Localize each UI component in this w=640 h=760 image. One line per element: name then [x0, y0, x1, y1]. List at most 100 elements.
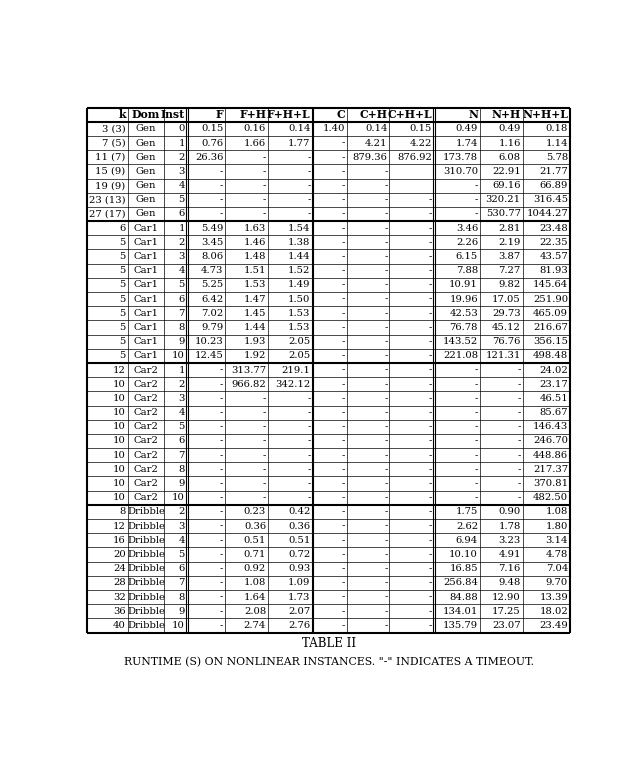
Text: 1.44: 1.44: [243, 323, 266, 332]
Text: 0.71: 0.71: [244, 550, 266, 559]
Text: -: -: [342, 394, 345, 403]
Text: -: -: [220, 593, 223, 602]
Text: 3 (3): 3 (3): [102, 125, 125, 133]
Text: 0.16: 0.16: [244, 125, 266, 133]
Text: -: -: [342, 138, 345, 147]
Text: 9: 9: [179, 479, 185, 488]
Text: -: -: [517, 380, 521, 388]
Text: 7.88: 7.88: [456, 266, 478, 275]
Text: 1.54: 1.54: [288, 223, 310, 233]
Text: 316.45: 316.45: [533, 195, 568, 204]
Text: -: -: [220, 521, 223, 530]
Text: -: -: [384, 337, 387, 346]
Text: -: -: [262, 153, 266, 162]
Text: -: -: [384, 423, 387, 431]
Text: 1: 1: [179, 138, 185, 147]
Text: -: -: [517, 394, 521, 403]
Text: 1.40: 1.40: [323, 125, 345, 133]
Text: 16.85: 16.85: [449, 564, 478, 573]
Text: -: -: [342, 323, 345, 332]
Text: 217.37: 217.37: [533, 465, 568, 473]
Text: -: -: [384, 238, 387, 247]
Text: 7 (5): 7 (5): [102, 138, 125, 147]
Text: 1.38: 1.38: [288, 238, 310, 247]
Text: -: -: [429, 223, 432, 233]
Text: 6.15: 6.15: [456, 252, 478, 261]
Text: 66.89: 66.89: [540, 181, 568, 190]
Text: 121.31: 121.31: [485, 351, 521, 360]
Text: -: -: [220, 465, 223, 473]
Text: Car1: Car1: [134, 351, 159, 360]
Text: 8.06: 8.06: [202, 252, 223, 261]
Text: -: -: [384, 436, 387, 445]
Text: -: -: [220, 366, 223, 375]
Text: 342.12: 342.12: [275, 380, 310, 388]
Text: -: -: [342, 153, 345, 162]
Text: 4.73: 4.73: [201, 266, 223, 275]
Text: 10: 10: [113, 479, 125, 488]
Text: 1.14: 1.14: [545, 138, 568, 147]
Text: 4.21: 4.21: [365, 138, 387, 147]
Text: -: -: [342, 295, 345, 303]
Text: -: -: [429, 578, 432, 587]
Text: -: -: [429, 564, 432, 573]
Text: -: -: [429, 508, 432, 516]
Text: 0.36: 0.36: [289, 521, 310, 530]
Text: Car1: Car1: [134, 280, 159, 290]
Text: -: -: [429, 280, 432, 290]
Text: 5.49: 5.49: [201, 223, 223, 233]
Text: 4: 4: [179, 181, 185, 190]
Text: -: -: [384, 210, 387, 218]
Text: 4: 4: [179, 266, 185, 275]
Text: 13.39: 13.39: [540, 593, 568, 602]
Text: 135.79: 135.79: [443, 621, 478, 630]
Text: Dribble: Dribble: [127, 578, 165, 587]
Text: 2.19: 2.19: [499, 238, 521, 247]
Text: 10: 10: [113, 423, 125, 431]
Text: -: -: [429, 465, 432, 473]
Text: -: -: [429, 436, 432, 445]
Text: N: N: [468, 109, 478, 120]
Text: Car1: Car1: [134, 238, 159, 247]
Text: 7.02: 7.02: [201, 309, 223, 318]
Text: -: -: [429, 323, 432, 332]
Text: -: -: [342, 606, 345, 616]
Text: -: -: [475, 366, 478, 375]
Text: N+H+L: N+H+L: [522, 109, 568, 120]
Text: Inst: Inst: [161, 109, 185, 120]
Text: Car1: Car1: [134, 223, 159, 233]
Text: -: -: [429, 210, 432, 218]
Text: -: -: [384, 606, 387, 616]
Text: -: -: [475, 195, 478, 204]
Text: -: -: [220, 451, 223, 460]
Text: 17.05: 17.05: [492, 295, 521, 303]
Text: -: -: [429, 521, 432, 530]
Text: -: -: [307, 210, 310, 218]
Text: 1.47: 1.47: [244, 295, 266, 303]
Text: -: -: [262, 210, 266, 218]
Text: 0.14: 0.14: [365, 125, 387, 133]
Text: 1.53: 1.53: [288, 323, 310, 332]
Text: -: -: [384, 295, 387, 303]
Text: 1.08: 1.08: [244, 578, 266, 587]
Text: 966.82: 966.82: [231, 380, 266, 388]
Text: 7.16: 7.16: [499, 564, 521, 573]
Text: 313.77: 313.77: [231, 366, 266, 375]
Text: -: -: [384, 536, 387, 545]
Text: 4.22: 4.22: [410, 138, 432, 147]
Text: -: -: [307, 408, 310, 417]
Text: -: -: [342, 181, 345, 190]
Text: Car1: Car1: [134, 309, 159, 318]
Text: -: -: [429, 593, 432, 602]
Text: 256.84: 256.84: [443, 578, 478, 587]
Text: -: -: [384, 167, 387, 176]
Text: -: -: [262, 451, 266, 460]
Text: 1.45: 1.45: [244, 309, 266, 318]
Text: 145.64: 145.64: [533, 280, 568, 290]
Text: 84.88: 84.88: [449, 593, 478, 602]
Text: 10: 10: [113, 465, 125, 473]
Text: Car1: Car1: [134, 295, 159, 303]
Text: -: -: [342, 238, 345, 247]
Text: 6: 6: [179, 436, 185, 445]
Text: 23.07: 23.07: [492, 621, 521, 630]
